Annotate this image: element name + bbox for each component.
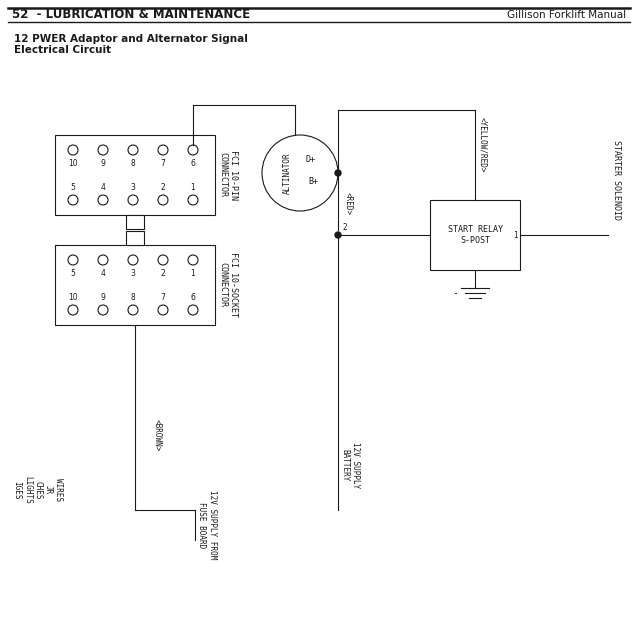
Text: -: - [452,288,458,298]
Text: START RELAY
S-POST: START RELAY S-POST [447,226,503,244]
Text: 1: 1 [513,231,517,239]
Circle shape [68,305,78,315]
Text: 52  - LUBRICATION & MAINTENANCE: 52 - LUBRICATION & MAINTENANCE [12,8,250,21]
Bar [430,200,520,270]
Circle shape [158,255,168,265]
Text: FCI 10-SOCKET
CONNECTOR: FCI 10-SOCKET CONNECTOR [218,253,238,318]
Circle shape [158,145,168,155]
Text: 6: 6 [191,292,195,302]
Text: 5: 5 [71,268,75,277]
Circle shape [158,195,168,205]
Text: 10: 10 [68,159,78,168]
Text: STARTER SOLENOID: STARTER SOLENOID [611,140,621,220]
Circle shape [188,255,198,265]
Circle shape [188,305,198,315]
Circle shape [335,232,341,238]
Text: 8: 8 [131,292,135,302]
Bar [55,135,215,215]
Circle shape [158,305,168,315]
Text: ALTINATOR: ALTINATOR [283,152,292,194]
Text: 12V SUPPLY
BATTERY: 12V SUPPLY BATTERY [340,442,360,488]
Text: 12 PWER Adaptor and Alternator Signal: 12 PWER Adaptor and Alternator Signal [14,34,248,44]
Circle shape [98,255,108,265]
Text: 9: 9 [101,159,105,168]
Text: 4: 4 [101,183,105,192]
Circle shape [68,255,78,265]
Circle shape [188,145,198,155]
Circle shape [128,195,138,205]
Text: 2: 2 [161,183,165,192]
Text: 3: 3 [131,268,135,277]
Text: 7: 7 [161,292,165,302]
Text: 1: 1 [191,268,195,277]
Text: 8: 8 [131,159,135,168]
Circle shape [188,195,198,205]
Bar [126,215,144,229]
Circle shape [98,195,108,205]
Text: 10: 10 [68,292,78,302]
Text: FCI 10-PIN
CONNECTOR: FCI 10-PIN CONNECTOR [218,150,238,200]
Circle shape [335,170,341,176]
Text: 2: 2 [343,224,347,232]
Text: <RED>: <RED> [343,192,353,215]
Circle shape [128,305,138,315]
Text: 4: 4 [101,268,105,277]
Text: 7: 7 [161,159,165,168]
Text: 2: 2 [161,268,165,277]
Text: 5: 5 [71,183,75,192]
Text: <YELLOW/RED>: <YELLOW/RED> [478,117,487,173]
Text: WIRES
JR
CHES
LIGHTS
IGES: WIRES JR CHES LIGHTS IGES [13,476,63,504]
Bar [55,245,215,325]
Text: Gillison Forklift Manual: Gillison Forklift Manual [507,10,626,20]
Circle shape [68,145,78,155]
Text: 12V SUPPLY FROM
FUSE BOARD: 12V SUPPLY FROM FUSE BOARD [197,490,217,559]
Text: Electrical Circuit: Electrical Circuit [14,45,111,55]
Text: 3: 3 [131,183,135,192]
Text: B+: B+ [308,176,318,185]
Text: 1: 1 [191,183,195,192]
Circle shape [98,305,108,315]
Circle shape [98,145,108,155]
Text: D+: D+ [306,156,316,164]
Bar [126,231,144,245]
Circle shape [128,255,138,265]
Text: 6: 6 [191,159,195,168]
Circle shape [262,135,338,211]
Text: <BROWN>: <BROWN> [152,419,161,451]
Circle shape [68,195,78,205]
Circle shape [128,145,138,155]
Text: 9: 9 [101,292,105,302]
